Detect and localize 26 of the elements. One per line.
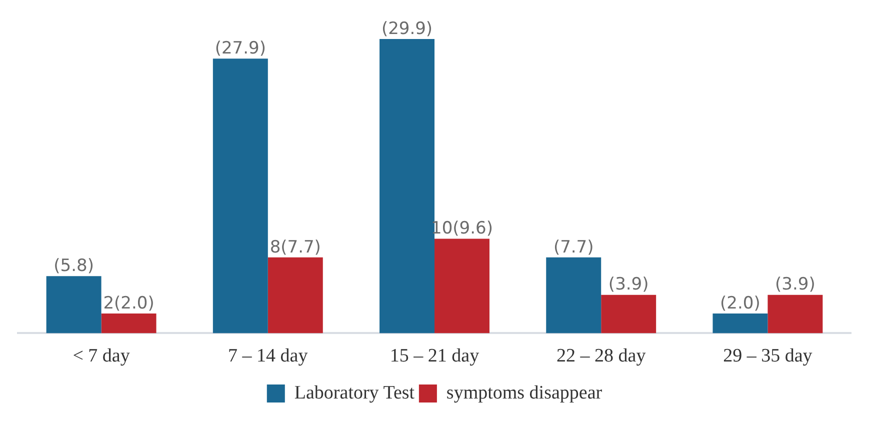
x-tick-label: 22 – 28 day <box>556 346 646 367</box>
data-label: (5.8) <box>54 256 94 276</box>
data-label: (3.9) <box>775 274 816 295</box>
bar <box>546 257 602 334</box>
bar <box>101 314 156 334</box>
x-tick-label: 29 – 35 day <box>723 346 813 367</box>
bar <box>712 314 768 334</box>
bar <box>380 38 434 334</box>
bar <box>46 276 102 334</box>
data-label: (27.9) <box>214 38 266 59</box>
legend-label: symptoms disappear <box>446 382 603 404</box>
x-tick-label: < 7 day <box>72 346 130 367</box>
data-label: 2(2.0) <box>103 293 154 314</box>
bar <box>212 58 268 334</box>
bar <box>434 238 490 334</box>
data-label: (2.0) <box>720 293 760 314</box>
bar <box>768 294 823 334</box>
data-label: (7.7) <box>553 237 594 258</box>
data-label: (3.9) <box>608 274 649 295</box>
data-label: 8(7.7) <box>270 237 321 258</box>
x-tick-label: 15 – 21 day <box>390 346 480 367</box>
bar <box>601 294 656 334</box>
legend-label: Laboratory Test <box>294 382 416 404</box>
bar <box>268 257 323 334</box>
data-label: (29.9) <box>381 18 433 39</box>
x-tick-label: 7 – 14 day <box>228 346 308 367</box>
